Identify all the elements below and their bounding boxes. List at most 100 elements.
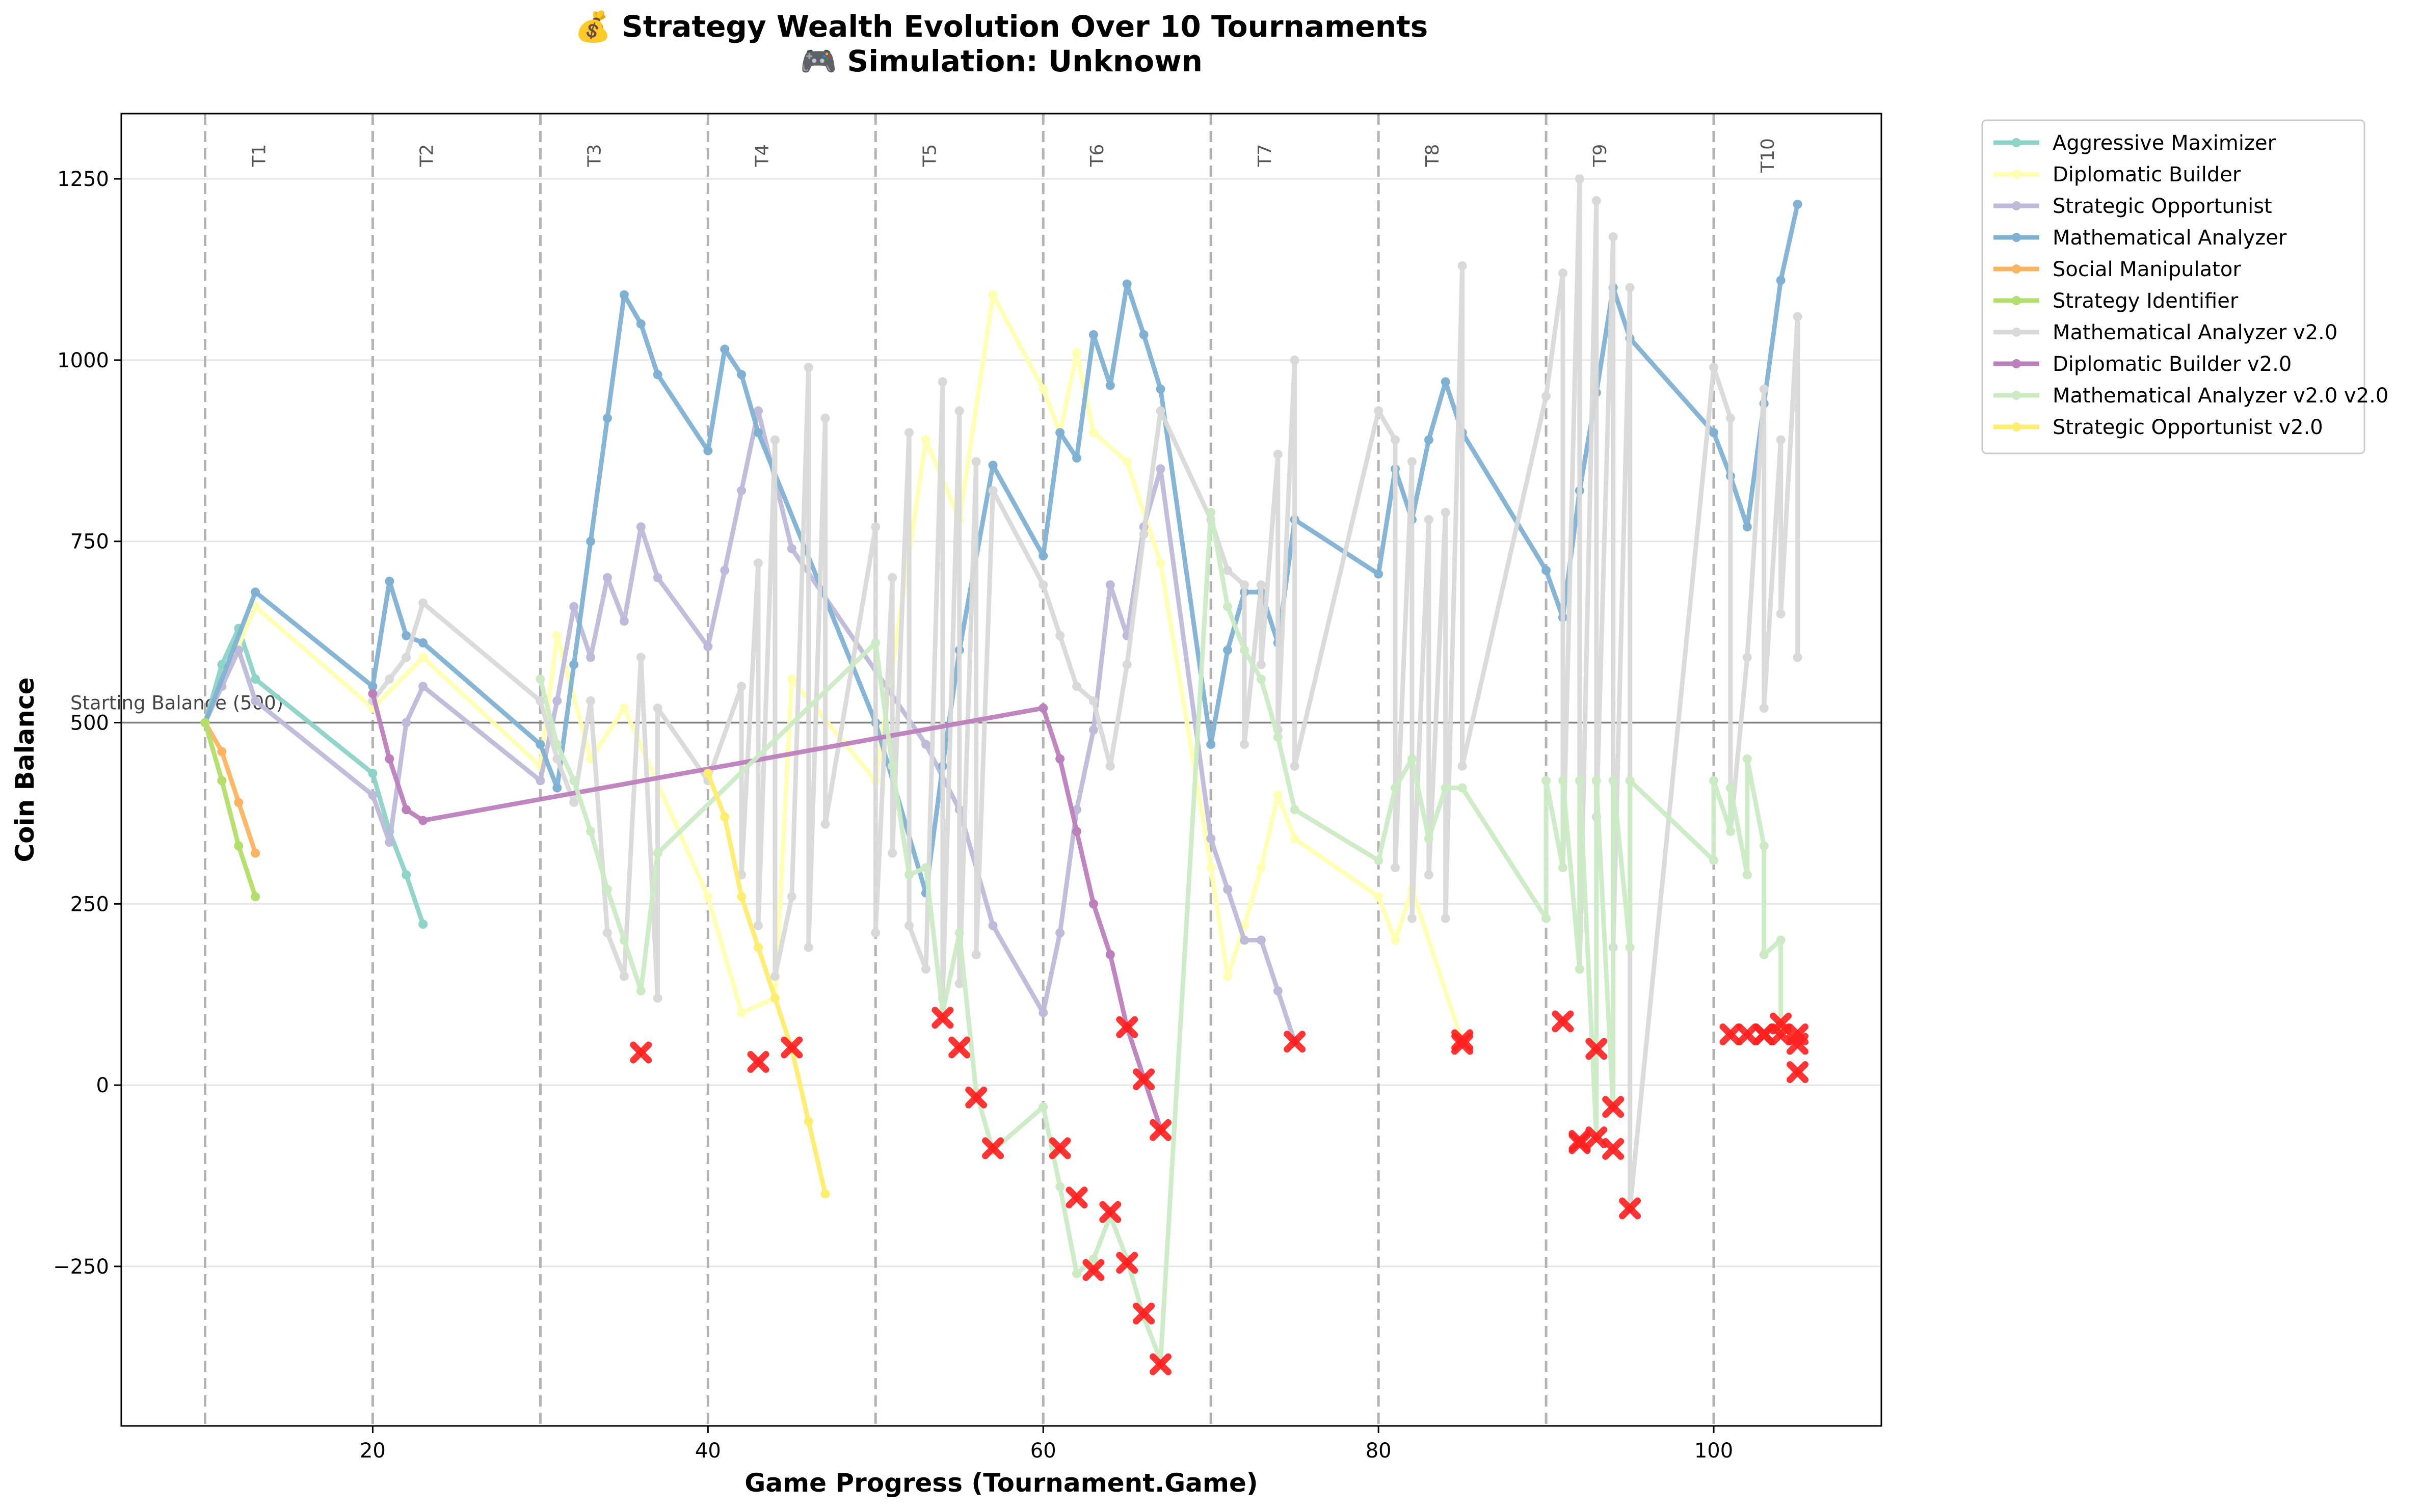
tournament-boundaries bbox=[203, 114, 1715, 1426]
elimination-marker bbox=[1049, 1137, 1071, 1159]
data-point bbox=[368, 682, 378, 691]
legend-label: Strategy Identifier bbox=[2053, 289, 2239, 313]
data-point bbox=[1575, 776, 1584, 786]
data-point bbox=[703, 769, 713, 778]
elimination-marker bbox=[948, 1036, 971, 1059]
y-tick-label: 250 bbox=[70, 893, 109, 916]
data-point bbox=[720, 565, 730, 575]
elimination-stroke bbox=[781, 1036, 803, 1059]
data-point bbox=[234, 798, 244, 807]
data-point bbox=[1374, 855, 1383, 865]
data-point bbox=[586, 696, 596, 706]
data-point bbox=[1457, 761, 1467, 771]
elimination-marker bbox=[781, 1036, 803, 1059]
data-point bbox=[1625, 942, 1635, 952]
legend-swatch-point bbox=[2012, 359, 2021, 368]
data-point bbox=[921, 740, 930, 749]
elimination-marker bbox=[1585, 1126, 1608, 1149]
data-point bbox=[552, 631, 562, 640]
data-point bbox=[1742, 653, 1752, 662]
data-point bbox=[1122, 457, 1132, 467]
elimination-stroke bbox=[1150, 1353, 1172, 1375]
data-point bbox=[1239, 580, 1249, 590]
elimination-stroke bbox=[1133, 1068, 1155, 1091]
data-point bbox=[720, 812, 730, 822]
data-point bbox=[1039, 1102, 1048, 1112]
elimination-stroke bbox=[1602, 1096, 1625, 1118]
series-strategy-identifier bbox=[200, 718, 260, 902]
elimination-marker bbox=[1133, 1068, 1155, 1091]
data-point bbox=[904, 428, 914, 438]
elimination-stroke bbox=[1719, 1023, 1742, 1045]
chart-subtitle: 🎮 Simulation: Unknown bbox=[800, 44, 1203, 78]
data-point bbox=[1256, 935, 1266, 945]
data-point bbox=[418, 920, 428, 929]
data-point bbox=[418, 816, 428, 825]
elimination-stroke bbox=[1049, 1137, 1071, 1159]
data-point bbox=[1424, 870, 1433, 880]
data-point bbox=[602, 413, 612, 423]
elimination-stroke bbox=[1116, 1016, 1138, 1038]
data-point bbox=[1391, 435, 1400, 445]
data-point bbox=[1625, 283, 1635, 292]
data-point bbox=[1206, 834, 1216, 844]
data-point bbox=[754, 921, 763, 930]
data-point bbox=[1039, 384, 1048, 394]
data-point bbox=[1206, 507, 1216, 517]
data-point bbox=[1709, 363, 1719, 372]
data-point bbox=[1591, 196, 1601, 205]
data-point bbox=[1256, 863, 1266, 873]
data-point bbox=[1759, 841, 1769, 851]
data-point bbox=[1541, 392, 1551, 401]
elimination-stroke bbox=[1099, 1201, 1122, 1223]
elimination-stroke bbox=[1619, 1197, 1641, 1220]
data-point bbox=[904, 921, 914, 930]
data-point bbox=[871, 928, 881, 938]
data-point bbox=[653, 370, 662, 380]
legend-swatch-point bbox=[2012, 264, 2021, 274]
data-point bbox=[402, 653, 411, 662]
starting-balance-reference: Starting Balance (500) bbox=[70, 692, 1881, 724]
data-point bbox=[1541, 913, 1551, 923]
elimination-stroke bbox=[1116, 1252, 1138, 1274]
data-point bbox=[217, 747, 227, 757]
data-point bbox=[536, 776, 545, 786]
data-point bbox=[619, 935, 629, 945]
data-point bbox=[1088, 725, 1098, 735]
data-point bbox=[888, 848, 897, 858]
y-tick-label: 750 bbox=[70, 530, 109, 554]
elimination-stroke bbox=[931, 1007, 954, 1029]
data-point bbox=[770, 993, 780, 1003]
data-point bbox=[1290, 834, 1299, 844]
data-point bbox=[1088, 899, 1098, 909]
data-point bbox=[636, 653, 646, 662]
series-line bbox=[705, 771, 828, 1197]
data-point bbox=[1156, 406, 1165, 416]
series-lines bbox=[200, 174, 1802, 1365]
data-point bbox=[787, 892, 796, 902]
elimination-marker bbox=[1150, 1353, 1172, 1375]
data-point bbox=[636, 986, 646, 996]
data-point bbox=[1055, 754, 1065, 764]
legend-swatch-point bbox=[2012, 422, 2021, 431]
data-point bbox=[1223, 645, 1233, 655]
elimination-stroke bbox=[1736, 1023, 1759, 1045]
data-point bbox=[552, 783, 562, 793]
elimination-marker bbox=[1116, 1252, 1138, 1274]
series-strategic-opportunist-v2-0 bbox=[703, 769, 830, 1199]
x-tick-label: 40 bbox=[695, 1439, 721, 1463]
data-point bbox=[1256, 660, 1266, 669]
legend-label: Mathematical Analyzer v2.0 v2.0 bbox=[2053, 384, 2388, 408]
data-point bbox=[954, 406, 964, 416]
data-point bbox=[1273, 790, 1283, 800]
data-point bbox=[754, 558, 763, 568]
series-mathematical-analyzer-v2-0 bbox=[368, 174, 1802, 1213]
elimination-stroke bbox=[1753, 1023, 1775, 1045]
data-point bbox=[737, 682, 747, 691]
data-point bbox=[251, 848, 260, 858]
tournament-label: T8 bbox=[1422, 144, 1443, 168]
data-point bbox=[1541, 776, 1551, 786]
data-point bbox=[569, 660, 579, 669]
legend-entry: Social Manipulator bbox=[1993, 258, 2241, 281]
